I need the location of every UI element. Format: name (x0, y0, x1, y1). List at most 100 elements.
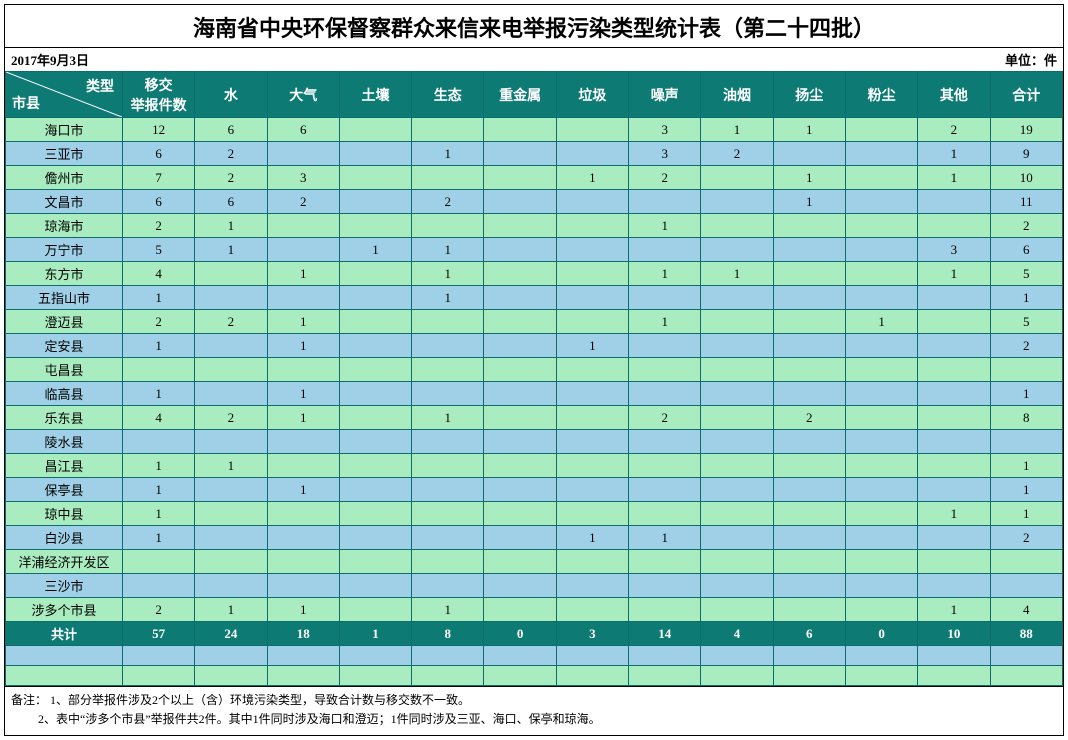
cell: 1 (122, 526, 194, 550)
cell (556, 142, 628, 166)
cell (629, 286, 701, 310)
col-header: 水 (195, 72, 267, 118)
cell (339, 286, 411, 310)
empty-cell (845, 666, 917, 686)
cell (990, 358, 1062, 382)
cell (484, 262, 556, 286)
cell: 1 (122, 454, 194, 478)
row-city: 涉多个市县 (6, 598, 123, 622)
cell: 6 (267, 118, 339, 142)
cell (412, 334, 484, 358)
cell (629, 238, 701, 262)
cell (122, 574, 194, 598)
cell (267, 550, 339, 574)
cell (990, 550, 1062, 574)
cell (845, 574, 917, 598)
cell (122, 358, 194, 382)
cell (629, 430, 701, 454)
col-header: 合计 (990, 72, 1062, 118)
cell (918, 550, 990, 574)
cell (484, 142, 556, 166)
cell (412, 358, 484, 382)
cell: 1 (267, 406, 339, 430)
cell (918, 358, 990, 382)
col-header: 生态 (412, 72, 484, 118)
cell: 2 (701, 142, 773, 166)
cell: 1 (701, 118, 773, 142)
cell (845, 358, 917, 382)
cell (412, 526, 484, 550)
cell (556, 118, 628, 142)
cell (339, 262, 411, 286)
cell (484, 286, 556, 310)
cell (845, 190, 917, 214)
cell: 1 (267, 598, 339, 622)
cell (484, 358, 556, 382)
cell: 2 (122, 598, 194, 622)
row-city: 洋浦经济开发区 (6, 550, 123, 574)
cell: 1 (629, 214, 701, 238)
cell (918, 334, 990, 358)
cell (773, 238, 845, 262)
cell (484, 334, 556, 358)
cell (412, 550, 484, 574)
cell: 1 (990, 382, 1062, 406)
empty-cell (267, 646, 339, 666)
cell: 5 (990, 262, 1062, 286)
cell: 1 (918, 142, 990, 166)
table-row: 洋浦经济开发区 (6, 550, 1063, 574)
cell (629, 550, 701, 574)
total-label: 共计 (6, 622, 123, 646)
empty-cell (339, 646, 411, 666)
cell (918, 454, 990, 478)
cell (412, 478, 484, 502)
cell (556, 190, 628, 214)
table-row: 乐东县4211228 (6, 406, 1063, 430)
cell (339, 598, 411, 622)
cell (773, 382, 845, 406)
col-header: 其他 (918, 72, 990, 118)
cell: 6 (122, 142, 194, 166)
total-cell: 24 (195, 622, 267, 646)
row-city: 临高县 (6, 382, 123, 406)
cell: 1 (629, 526, 701, 550)
total-cell: 6 (773, 622, 845, 646)
cell (556, 430, 628, 454)
cell: 1 (412, 238, 484, 262)
cell (339, 142, 411, 166)
table-row: 陵水县 (6, 430, 1063, 454)
cell: 6 (990, 238, 1062, 262)
cell (412, 454, 484, 478)
empty-cell (195, 646, 267, 666)
cell (845, 526, 917, 550)
cell (701, 166, 773, 190)
total-cell: 4 (701, 622, 773, 646)
cell (845, 382, 917, 406)
cell (339, 406, 411, 430)
cell (845, 286, 917, 310)
row-city: 乐东县 (6, 406, 123, 430)
cell (629, 454, 701, 478)
cell (339, 358, 411, 382)
header-row: 类型 市县 移交 举报件数水大气土壤生态重金属垃圾噪声油烟扬尘粉尘其他合计 (6, 72, 1063, 118)
empty-row (6, 646, 1063, 666)
cell (773, 286, 845, 310)
report-unit: 单位：件 (1005, 50, 1057, 69)
cell (267, 286, 339, 310)
cell (629, 478, 701, 502)
cell (195, 382, 267, 406)
cell (845, 478, 917, 502)
cell (773, 142, 845, 166)
cell: 2 (990, 334, 1062, 358)
cell (267, 574, 339, 598)
cell (339, 550, 411, 574)
cell (122, 550, 194, 574)
row-city: 琼中县 (6, 502, 123, 526)
cell (556, 478, 628, 502)
table-row: 琼中县111 (6, 502, 1063, 526)
cell: 3 (629, 118, 701, 142)
cell: 1 (773, 190, 845, 214)
cell: 10 (990, 166, 1062, 190)
cell: 1 (412, 262, 484, 286)
cell (701, 334, 773, 358)
